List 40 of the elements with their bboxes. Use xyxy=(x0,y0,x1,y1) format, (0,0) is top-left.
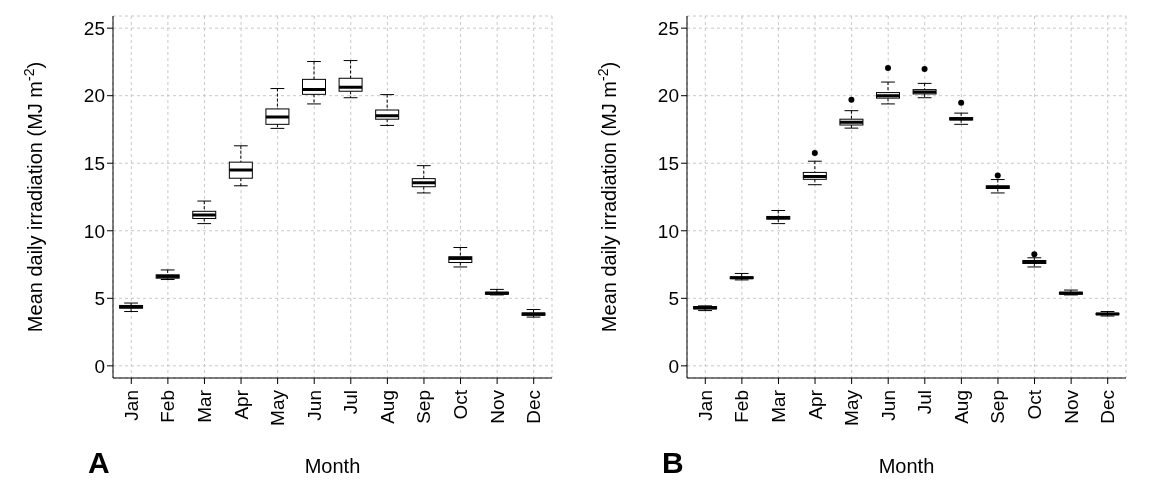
x-tick-label: Aug xyxy=(376,390,398,424)
y-tick-label: 25 xyxy=(657,17,679,39)
y-tick-label: 5 xyxy=(668,288,679,310)
x-tick-label: Feb xyxy=(157,390,179,423)
x-tick-label: Oct xyxy=(1024,389,1046,420)
x-tick-label: Mar xyxy=(193,389,215,423)
x-tick-label: Jan xyxy=(694,390,716,421)
x-axis-title: Month xyxy=(304,455,361,477)
text: B xyxy=(662,446,684,480)
x-tick-label: Oct xyxy=(450,389,472,420)
x-tick-label: Sep xyxy=(987,390,1009,424)
x-tick-label: Jul xyxy=(340,390,362,415)
x-tick-label: Dec xyxy=(1097,390,1119,424)
y-tick-label: 20 xyxy=(83,85,105,107)
x-tick-label: Sep xyxy=(413,390,435,424)
y-tick-label: 15 xyxy=(657,152,679,174)
y-tick-label: 15 xyxy=(83,152,105,174)
x-tick-label: Mar xyxy=(767,389,789,423)
x-tick-label: Nov xyxy=(1060,389,1082,424)
x-tick-label: Jun xyxy=(303,390,325,421)
y-tick-label: 0 xyxy=(668,355,679,377)
x-tick-label: Nov xyxy=(486,389,508,424)
text: A xyxy=(88,446,110,480)
y-tick-label: 20 xyxy=(657,85,679,107)
y-tick-label: 5 xyxy=(94,288,105,310)
x-tick-label: Apr xyxy=(804,389,826,420)
x-tick-label: Jul xyxy=(914,390,936,415)
y-tick-label: 25 xyxy=(83,17,105,39)
y-tick-label: 0 xyxy=(94,355,105,377)
x-tick-label: Apr xyxy=(230,389,252,420)
x-tick-label: Dec xyxy=(523,390,545,424)
x-tick-label: Jun xyxy=(877,390,899,421)
y-tick-label: 10 xyxy=(83,220,105,242)
y-tick-label: 10 xyxy=(657,220,679,242)
x-tick-label: Jan xyxy=(120,390,142,421)
x-tick-label: Aug xyxy=(950,390,972,424)
x-tick-label: May xyxy=(841,389,863,426)
x-tick-label: May xyxy=(267,389,289,426)
x-axis-title: Month xyxy=(878,455,935,477)
x-tick-label: Feb xyxy=(731,390,753,423)
